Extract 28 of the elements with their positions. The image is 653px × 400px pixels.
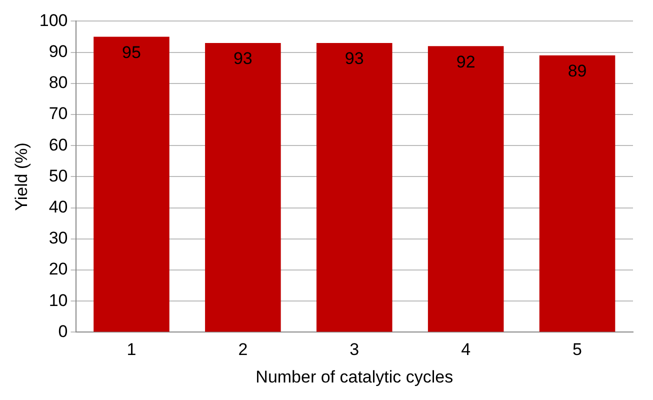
y-tick-label: 50 xyxy=(48,166,68,186)
bar xyxy=(428,46,504,332)
x-tick-label: 5 xyxy=(572,340,582,360)
y-tick-label: 70 xyxy=(48,104,68,124)
y-tick-label: 20 xyxy=(48,260,68,279)
y-tick-label: 90 xyxy=(48,42,68,61)
bar xyxy=(94,36,170,332)
y-axis-title: Yield (%) xyxy=(12,142,31,211)
y-tick-label: 30 xyxy=(48,228,68,248)
data-label: 92 xyxy=(456,52,476,72)
y-tick-label: 100 xyxy=(39,10,68,30)
data-label: 89 xyxy=(568,62,587,81)
y-tick-label: 0 xyxy=(58,322,68,341)
x-tick-label: 4 xyxy=(461,340,471,360)
x-tick-label: 3 xyxy=(350,340,360,360)
bar xyxy=(539,55,616,332)
x-tick-label: 2 xyxy=(238,340,248,360)
data-label: 93 xyxy=(344,49,364,68)
data-label: 95 xyxy=(122,42,141,62)
bar xyxy=(205,42,281,332)
y-tick-label: 80 xyxy=(48,73,68,92)
y-tick-label: 40 xyxy=(48,197,68,216)
x-tick-label: 1 xyxy=(126,340,136,360)
data-label: 93 xyxy=(233,49,252,68)
y-tick-label: 60 xyxy=(48,135,68,154)
y-tick-label: 10 xyxy=(48,290,68,310)
bar xyxy=(316,42,392,332)
x-axis-title: Number of catalytic cycles xyxy=(256,367,454,386)
